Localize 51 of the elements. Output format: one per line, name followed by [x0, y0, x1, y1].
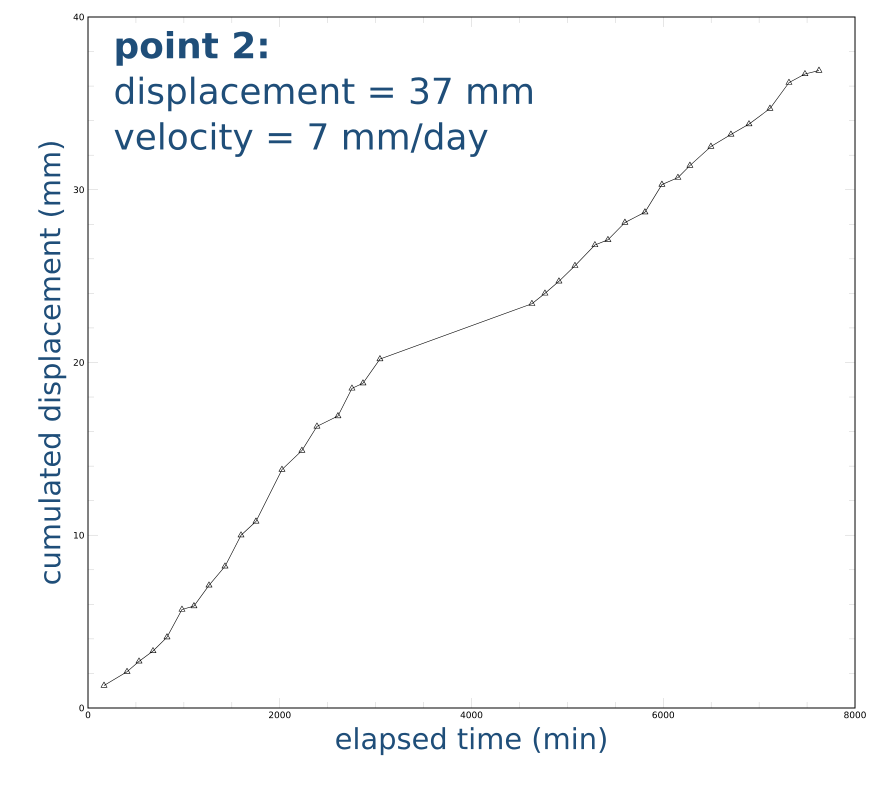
annotation: point 2:: [116, 31, 267, 66]
point: [238, 531, 244, 538]
point: [746, 120, 752, 126]
point: [592, 241, 598, 248]
x-axis-title: elapsed time (min): [336, 727, 606, 756]
point: [164, 633, 170, 640]
point: [642, 208, 648, 214]
point: [314, 422, 320, 428]
point: [802, 70, 808, 76]
point: [150, 647, 156, 654]
x-tick-label: 4000: [460, 712, 482, 718]
point: [728, 130, 734, 136]
point: [206, 582, 212, 588]
point: [360, 379, 366, 386]
point: [528, 300, 536, 306]
point: [334, 412, 342, 418]
x-tick-label: 8000: [844, 712, 866, 718]
point: [136, 658, 142, 664]
point: [252, 518, 260, 524]
point: [686, 162, 694, 168]
point: [190, 602, 198, 608]
x-tick-label: 0: [86, 712, 90, 718]
point: [348, 384, 356, 390]
point: [816, 66, 822, 73]
y-tick-label: 40: [74, 14, 84, 20]
point: [766, 104, 774, 111]
x-tick-label: 2000: [269, 712, 291, 718]
point: [376, 355, 384, 362]
y-tick-label: 20: [74, 359, 84, 366]
y-axis-title: cumulated displacement (mm): [38, 142, 66, 584]
point: [658, 180, 666, 187]
point: [178, 606, 186, 612]
annotation: displacement = 37 mm: [116, 76, 532, 112]
point: [278, 466, 286, 472]
point: [708, 142, 714, 149]
point: [572, 262, 578, 268]
y-tick-label: 0: [79, 704, 84, 712]
point: [222, 562, 228, 568]
point: [786, 78, 792, 85]
point: [100, 682, 108, 688]
x-tick-label: 6000: [652, 712, 674, 718]
point: [604, 236, 612, 242]
point: [556, 278, 562, 284]
annotation: velocity = 7 mm/day: [114, 122, 488, 157]
point: [674, 174, 682, 180]
point: [124, 668, 130, 674]
point: [298, 446, 306, 453]
y-tick-label: 30: [74, 186, 84, 194]
y-tick-label: 10: [74, 532, 84, 539]
point: [542, 290, 548, 296]
point: [622, 218, 628, 225]
